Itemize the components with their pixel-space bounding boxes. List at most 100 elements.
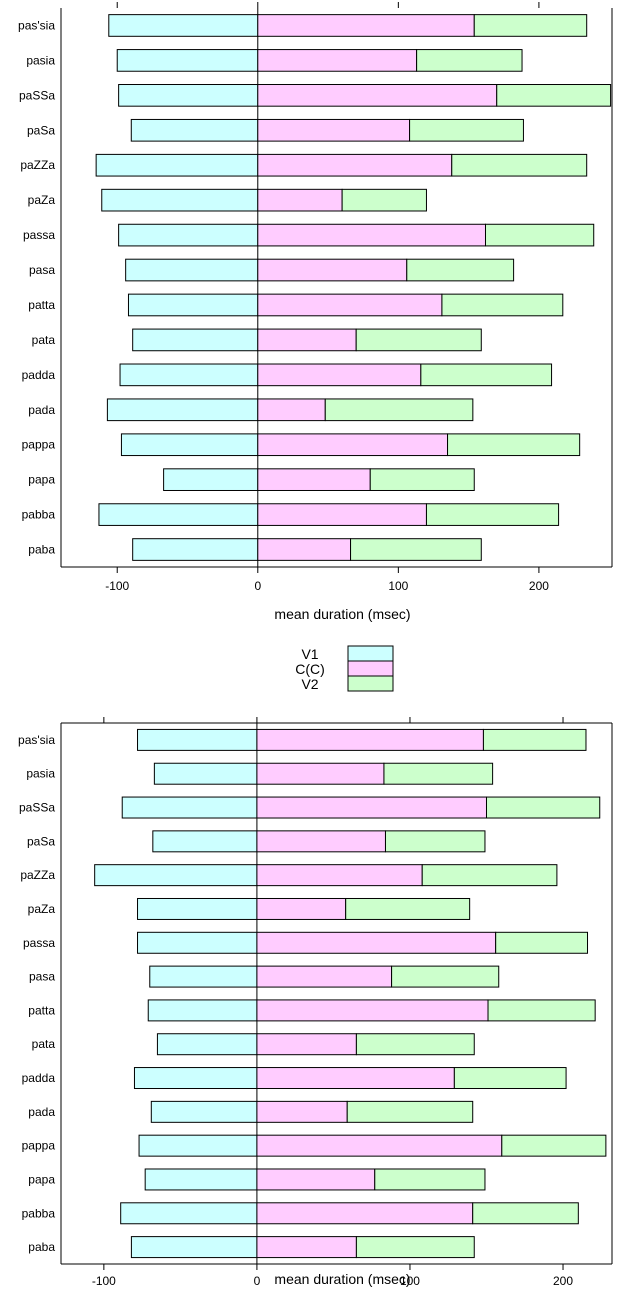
bar-cc [257,503,427,526]
legend-label-v2: V2 [301,676,318,692]
bar-v2 [496,84,612,107]
bar-v1 [137,728,258,751]
bar-v1 [118,84,259,107]
bar-cc [256,1168,376,1191]
y-tick-label: padda [22,368,56,382]
bar-v1 [94,864,258,887]
bar-v2 [384,830,486,853]
chart-panel-bottom: -100 0 100 200 mean duration (msec) pas'sia pa… [18,717,613,1288]
bar-cc [257,468,371,491]
y-tick-label: papa [28,473,55,487]
x-axis-label: mean duration (msec) [274,1271,410,1287]
bar-cc [257,293,443,317]
bar-v2 [485,796,601,819]
bar-v1 [147,999,258,1022]
bar-cc [257,433,449,457]
y-tick-label: paZZa [20,158,55,172]
x-tick-label: 100 [388,579,408,593]
bar-v2 [441,293,564,317]
bar-v1 [120,1202,258,1225]
bar-v2 [409,118,524,142]
bar-cc [256,762,385,785]
bar-v2 [355,328,482,352]
bar-cc [256,830,386,853]
bar-v2 [482,728,587,751]
bar-v1 [150,1100,258,1123]
y-tick-label: paSa [27,834,55,848]
bar-cc [257,153,453,177]
y-tick-label: pasa [29,970,55,984]
bar-v2 [341,188,427,212]
y-tick-label: paSSa [19,88,55,102]
bar-v2 [369,468,475,491]
bar-cc [257,14,475,37]
bar-cc [256,796,487,819]
y-tick-label: paba [28,543,55,557]
bar-v2 [345,897,471,920]
bar-cc [257,398,326,422]
y-tick-label: pada [28,1105,55,1119]
y-tick-label: pada [28,403,55,417]
x-tick-label: 200 [553,1274,573,1288]
bar-cc [257,258,408,282]
bar-v2 [451,153,588,177]
bar-v2 [484,223,595,247]
bar-cc [256,1236,357,1259]
bar-cc [257,188,343,212]
bar-cc [257,223,486,247]
y-tick-label: pasia [26,53,55,67]
y-tick-label: pappa [22,438,56,452]
y-tick-label: passa [23,936,55,950]
bar-v2 [391,965,500,988]
bar-cc [257,49,418,72]
bar-cc [256,1134,503,1157]
y-tick-label: pata [32,1037,56,1051]
bar-v2 [447,433,581,457]
y-tick-label: pas'sia [18,18,55,32]
x-axis-label: mean duration (msec) [274,606,410,622]
bar-v1 [119,363,259,387]
y-tick-label: paSa [27,123,55,137]
y-tick-label: padda [22,1071,56,1085]
legend-swatch-v1 [347,645,394,662]
y-tick-label: papa [28,1172,55,1186]
bar-v2 [346,1100,474,1123]
y-tick-label: pasia [26,767,55,781]
legend: V1 C(C) V2 [295,645,394,692]
y-tick-label: pasa [29,263,55,277]
x-tick-label: 200 [529,579,549,593]
x-tick-label: 0 [254,579,261,593]
y-tick-label: patta [28,1003,55,1017]
bar-cc [256,931,497,954]
bar-cc [257,118,411,142]
chart-panel-top: -100 0 100 200 mean duration (msec) pas'sia pa… [18,2,613,622]
bar-cc [256,1067,455,1090]
bar-cc [256,1100,348,1123]
bar-v2 [501,1134,607,1157]
bar-v1 [144,1168,258,1191]
bar-v2 [472,1202,579,1225]
x-tick-label: 0 [254,1274,261,1288]
bar-cc [257,328,357,352]
x-tick-label: -100 [92,1274,116,1288]
bar-cc [256,999,489,1022]
x-tick-label: -100 [105,579,129,593]
bar-v1 [116,49,259,72]
bar-cc [256,1202,474,1225]
bar-v1 [133,1067,258,1090]
y-tick-label: paZZa [20,868,55,882]
y-tick-label: paZa [28,193,56,207]
bar-cc [257,538,352,561]
legend-swatch-cc [347,660,394,677]
bar-v1 [132,328,259,352]
bar-v1 [121,796,258,819]
bar-v2 [355,1236,475,1259]
y-tick-label: paZa [28,902,56,916]
bar-v2 [473,14,588,37]
bar-v1 [163,468,259,491]
bar-v1 [137,897,258,920]
bar-v1 [149,965,258,988]
bar-v1 [132,538,259,561]
bar-v2 [324,398,474,422]
bar-v2 [453,1067,567,1090]
